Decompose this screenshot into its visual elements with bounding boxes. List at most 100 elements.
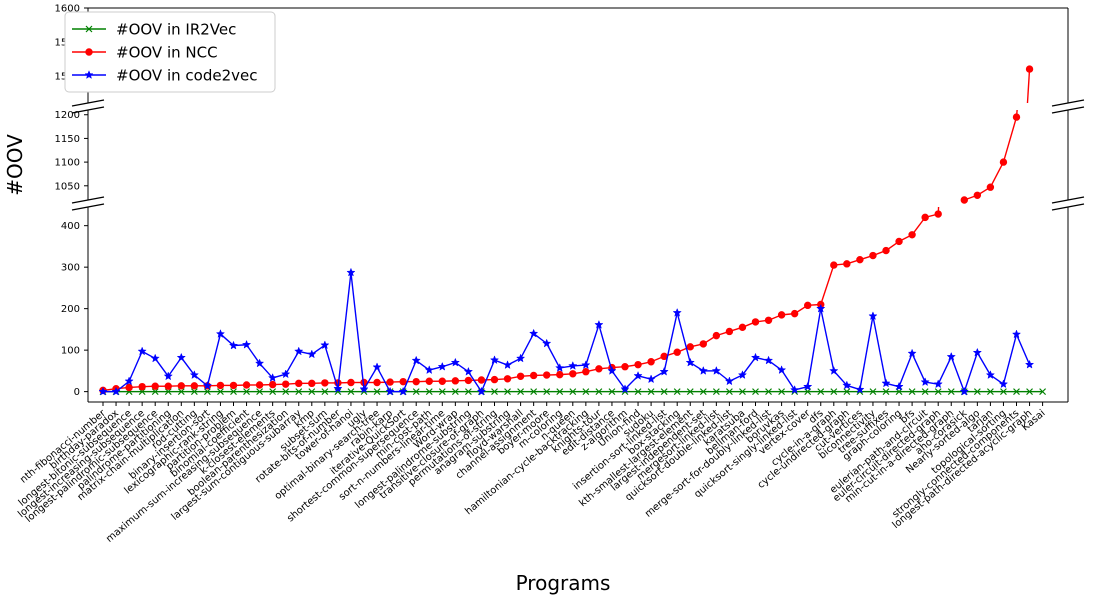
data-point [778, 388, 786, 396]
data-point [581, 360, 591, 370]
data-point [267, 373, 278, 382]
data-point [412, 377, 420, 386]
data-point [803, 381, 813, 391]
data-point [1039, 388, 1047, 396]
y-tick-label: 200 [61, 304, 80, 315]
data-point [529, 371, 538, 380]
y-tick-label: 300 [61, 263, 80, 274]
data-point [333, 383, 343, 393]
y-tick-label: 1050 [55, 181, 80, 192]
data-point [856, 255, 864, 264]
data-point [138, 382, 146, 391]
data-point [816, 303, 826, 313]
data-point [568, 361, 578, 370]
data-point [569, 370, 577, 378]
data-point [804, 301, 812, 310]
series-line [480, 359, 496, 392]
data-point [881, 378, 891, 388]
break-mark [71, 106, 105, 114]
series-line [820, 264, 835, 305]
legend: #OOV in IR2Vec #OOV in NCC #OOV in code2ve… [64, 11, 276, 93]
series-line [128, 351, 143, 382]
series-line [937, 356, 952, 385]
data-point [111, 386, 121, 396]
data-point [425, 388, 433, 396]
break-mark [71, 99, 105, 107]
data-point [125, 383, 133, 392]
data-point [517, 388, 525, 396]
data-point [986, 183, 995, 191]
data-point [973, 191, 982, 199]
data-point [256, 388, 264, 396]
data-point [556, 388, 564, 396]
data-point [516, 372, 525, 380]
data-point [295, 388, 303, 396]
data-point [672, 307, 682, 317]
data-point [830, 261, 838, 269]
data-point [438, 388, 446, 396]
data-point [502, 360, 513, 370]
break-mark [71, 203, 105, 211]
break-mark [1051, 203, 1085, 211]
data-point [243, 388, 250, 396]
data-point [724, 376, 735, 386]
data-point [868, 311, 878, 321]
y-tick-label: 1150 [55, 134, 80, 145]
series-line [911, 353, 926, 383]
data-point [752, 388, 759, 396]
series-line [1002, 116, 1018, 163]
data-point [543, 388, 551, 396]
series-line [519, 333, 535, 359]
data-point [321, 388, 329, 396]
data-point [725, 327, 734, 336]
data-point [738, 323, 747, 332]
break-mark [1051, 106, 1085, 114]
x-axis-label: Programs [516, 571, 611, 595]
data-point [164, 382, 172, 390]
data-point [1000, 388, 1007, 396]
data-point [425, 377, 433, 385]
data-point [633, 370, 643, 380]
data-point [269, 388, 277, 396]
data-point [659, 366, 669, 376]
data-point [737, 370, 748, 379]
data-point [973, 388, 981, 396]
data-point [346, 267, 356, 277]
data-point [1012, 113, 1021, 121]
data-point [698, 365, 708, 375]
data-point [503, 375, 512, 383]
series-line [676, 312, 691, 363]
x-tick-labels: nth-fibonacci-numberbirthday-paradoxlong… [16, 402, 1048, 545]
data-point [255, 381, 264, 389]
y-axis-label: #OOV [3, 134, 27, 196]
data-point [177, 388, 185, 396]
data-point [556, 370, 564, 379]
data-point [686, 343, 694, 351]
data-point [673, 348, 681, 356]
data-point [295, 379, 303, 388]
data-point [98, 386, 108, 396]
data-point [634, 388, 642, 396]
legend-box [64, 11, 276, 93]
data-point [347, 388, 355, 396]
data-point [972, 347, 983, 357]
data-point [869, 388, 877, 396]
data-point [450, 357, 461, 367]
data-point [843, 388, 851, 396]
data-point [254, 358, 265, 368]
data-point [647, 358, 655, 366]
data-point [960, 196, 968, 204]
data-point [817, 388, 825, 396]
series-line [324, 344, 339, 389]
data-point [164, 388, 172, 396]
data-point [437, 361, 447, 371]
data-point [359, 384, 369, 394]
legend-label: #OOV in code2vec [116, 67, 257, 85]
data-point [385, 386, 395, 396]
data-point [1025, 65, 1034, 73]
series-line [898, 353, 913, 387]
data-point [739, 388, 746, 396]
data-point [582, 388, 590, 396]
break-mark [1051, 99, 1085, 107]
data-point [528, 328, 539, 338]
